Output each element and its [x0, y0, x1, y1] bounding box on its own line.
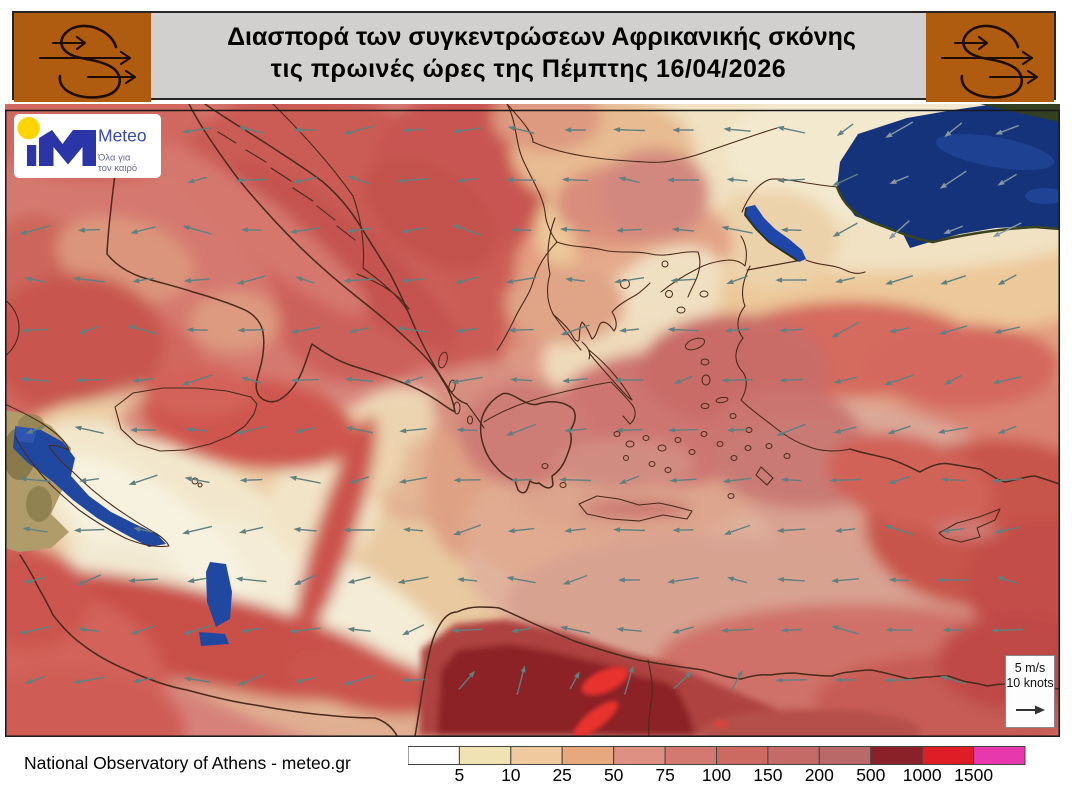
svg-text:500: 500: [856, 765, 885, 785]
svg-text:5: 5: [455, 765, 465, 785]
svg-text:τον καιρό: τον καιρό: [98, 163, 137, 174]
svg-text:Όλα για: Όλα για: [97, 153, 131, 164]
svg-text:75: 75: [655, 765, 674, 785]
svg-text:50: 50: [604, 765, 624, 785]
svg-text:10: 10: [501, 765, 521, 785]
svg-text:200: 200: [805, 765, 834, 785]
svg-text:1500: 1500: [954, 765, 993, 785]
svg-text:Meteo: Meteo: [98, 126, 147, 146]
svg-text:1000: 1000: [903, 765, 942, 785]
svg-text:25: 25: [552, 765, 571, 785]
svg-text:100: 100: [702, 765, 731, 785]
svg-text:150: 150: [753, 765, 782, 785]
